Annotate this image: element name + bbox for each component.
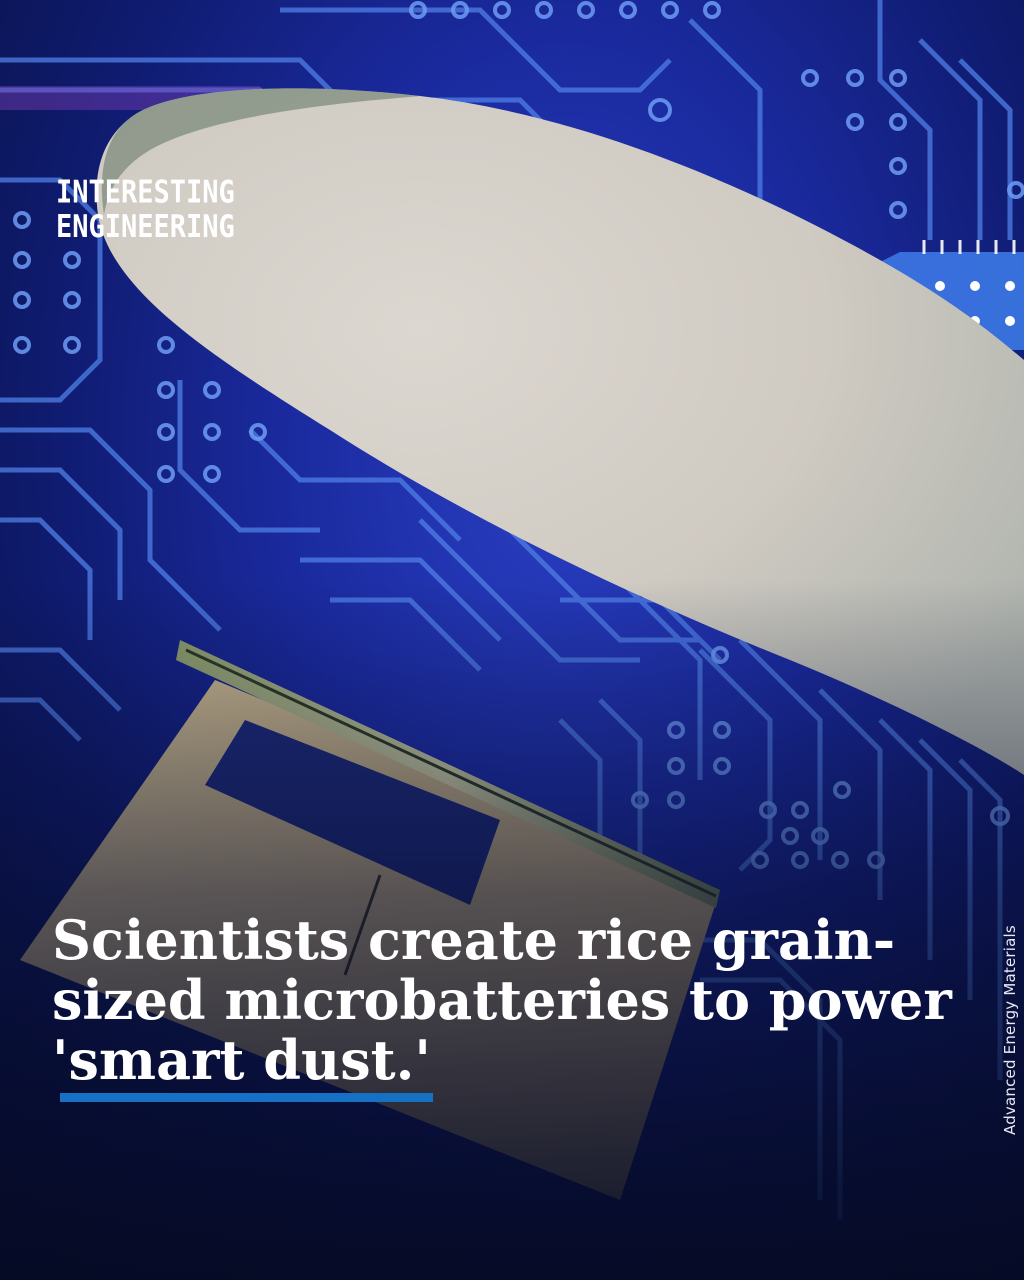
headline-highlight: 'smart dust.'	[52, 1028, 433, 1102]
logo-line-2: ENGINEERING	[56, 209, 235, 245]
image-credit: Advanced Energy Materials	[1001, 925, 1019, 1135]
bottom-gradient-overlay	[0, 580, 1024, 1280]
interesting-engineering-logo: INTERESTING ENGINEERING	[56, 174, 235, 245]
headline: Scientists create rice grain- sized micr…	[52, 908, 952, 1102]
headline-line-1: Scientists create rice grain-	[52, 908, 896, 972]
headline-line-2: sized microbatteries to power	[52, 968, 952, 1032]
logo-line-1: INTERESTING	[56, 174, 235, 211]
